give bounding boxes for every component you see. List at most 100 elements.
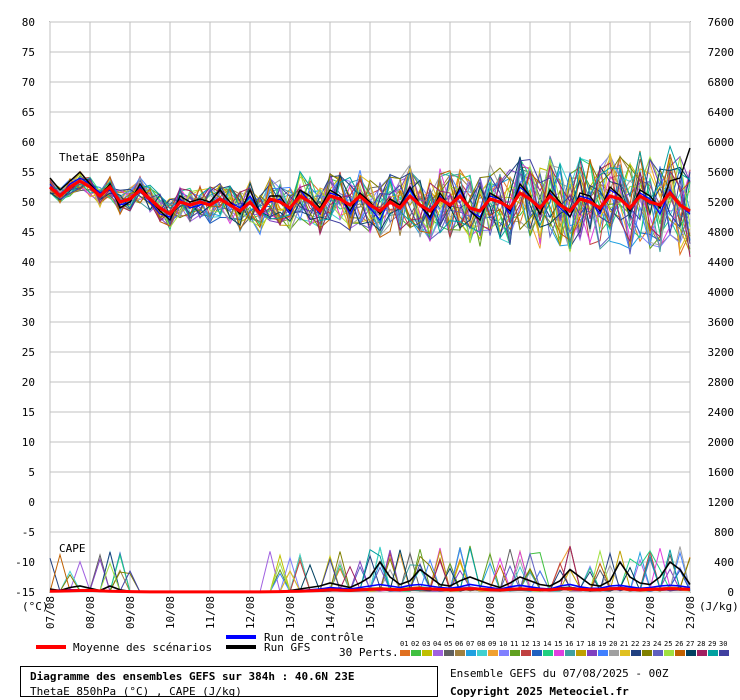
perturbation-number: 26: [675, 640, 683, 648]
perturbation-swatch: [499, 650, 509, 656]
x-tick-label: 11/08: [204, 596, 217, 629]
info-subtitle: ThetaE 850hPa (°C) , CAPE (J/kg): [30, 685, 242, 698]
left-tick-label: 15: [22, 406, 35, 419]
perturbation-swatch: [532, 650, 542, 656]
left-tick-label: 80: [22, 16, 35, 29]
legend-control-label: Run de contrôle: [264, 631, 363, 644]
left-tick-label: 75: [22, 46, 35, 59]
perturbation-swatch: [433, 650, 443, 656]
perturbation-number: 01: [400, 640, 408, 648]
x-tick-label: 21/08: [604, 596, 617, 629]
thetae-member-line: [49, 158, 691, 245]
right-tick-label: 6800: [708, 76, 735, 89]
perturbation-number: 07: [466, 640, 474, 648]
perturbation-swatch: [576, 650, 586, 656]
perturbation-number: 18: [587, 640, 595, 648]
left-tick-label: 40: [22, 256, 35, 269]
perturbation-swatch: [565, 650, 575, 656]
left-tick-label: 5: [28, 466, 35, 479]
info-box: Diagramme des ensembles GEFS sur 384h : …: [20, 666, 438, 698]
perturbation-number: 12: [521, 640, 529, 648]
perturbation-number: 24: [653, 640, 661, 648]
perturbation-swatch: [598, 650, 608, 656]
perturbation-swatch: [422, 650, 432, 656]
perturbation-swatch: [686, 650, 696, 656]
main-series-lines: [48, 147, 691, 594]
right-tick-label: 6400: [708, 106, 735, 119]
x-tick-label: 15/08: [364, 596, 377, 629]
copyright: Copyright 2025 Meteociel.fr: [450, 685, 629, 698]
x-tick-label: 17/08: [444, 596, 457, 629]
right-tick-label: 5600: [708, 166, 735, 179]
right-tick-label: 800: [714, 526, 734, 539]
perturbation-swatch: [543, 650, 553, 656]
legend-mean-label: Moyenne des scénarios: [73, 641, 212, 654]
x-tick-label: 12/08: [244, 596, 257, 629]
perturbation-swatch: [521, 650, 531, 656]
perturbation-number: 13: [532, 640, 540, 648]
perturbation-swatch: [708, 650, 718, 656]
thetae-member-line: [49, 157, 691, 246]
perturbation-number: 22: [631, 640, 639, 648]
perturbation-swatch: [444, 650, 454, 656]
perturbation-swatch: [510, 650, 520, 656]
legend-perts-label: 30 Perts.: [339, 646, 399, 659]
perturbation-number: 20: [609, 640, 617, 648]
perturbation-swatch: [466, 650, 476, 656]
right-tick-label: 2800: [708, 376, 735, 389]
perturbation-number: 21: [620, 640, 628, 648]
left-tick-label: 20: [22, 376, 35, 389]
left-tick-label: -5: [22, 526, 35, 539]
x-axis-ticks: 07/08 08/08 09/08 10/08 11/08 12/08 13/08 14/08…: [44, 596, 697, 629]
x-tick-label: 09/08: [124, 596, 137, 629]
perturbation-number: 05: [444, 640, 452, 648]
perturbation-swatch: [477, 650, 487, 656]
x-tick-label: 23/08: [684, 596, 697, 629]
thetae-control-line: [49, 177, 691, 222]
right-tick-label: 4800: [708, 226, 735, 239]
left-tick-label: 10: [22, 436, 35, 449]
cape-mean-line: [49, 587, 691, 594]
perturbation-swatch: [719, 650, 729, 656]
perturbation-number: 29: [708, 640, 716, 648]
perturbation-number: 16: [565, 640, 573, 648]
perturbation-number: 14: [543, 640, 551, 648]
right-axis-unit: (J/kg): [699, 600, 739, 613]
right-tick-label: 400: [714, 556, 734, 569]
x-tick-label: 20/08: [564, 596, 577, 629]
left-tick-label: 0: [28, 496, 35, 509]
perturbation-swatch: [631, 650, 641, 656]
perturbation-swatch: [554, 650, 564, 656]
perturbation-number: 03: [422, 640, 430, 648]
x-tick-label: 14/08: [324, 596, 337, 629]
x-tick-label: 13/08: [284, 596, 297, 629]
right-tick-label: 5200: [708, 196, 735, 209]
left-tick-label: 60: [22, 136, 35, 149]
left-tick-label: 70: [22, 76, 35, 89]
perturbation-number: 10: [499, 640, 507, 648]
perturbation-swatch: [400, 650, 410, 656]
right-tick-label: 7600: [708, 16, 735, 29]
perturbation-number: 30: [719, 640, 727, 648]
perturbation-swatch: [455, 650, 465, 656]
right-tick-label: 1200: [708, 496, 735, 509]
thetae-panel-label: ThetaE 850hPa: [59, 151, 145, 164]
thetae-member-line: [49, 156, 691, 239]
info-title: Diagramme des ensembles GEFS sur 384h : …: [30, 670, 355, 683]
perturbation-swatch: [411, 650, 421, 656]
perturbation-number: 02: [411, 640, 419, 648]
perturbation-number: 11: [510, 640, 518, 648]
x-tick-label: 07/08: [44, 596, 57, 629]
right-tick-label: 4400: [708, 256, 735, 269]
x-tick-label: 10/08: [164, 596, 177, 629]
chart-grid: [49, 21, 691, 593]
left-axis-unit: (°C): [22, 600, 49, 613]
right-tick-label: 3600: [708, 316, 735, 329]
perturbation-swatch: [620, 650, 630, 656]
perturbation-number: 04: [433, 640, 441, 648]
right-tick-label: 4000: [708, 286, 735, 299]
x-tick-label: 22/08: [644, 596, 657, 629]
legend-gfs-label: Run GFS: [264, 641, 310, 654]
right-axis-ticks: 7600720068006400600056005200480044004000…: [708, 16, 735, 599]
